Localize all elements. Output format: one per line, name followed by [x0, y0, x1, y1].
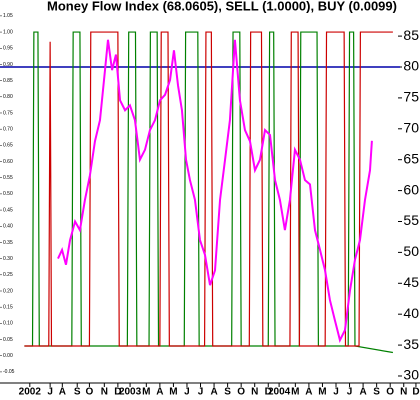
x-tick-label: 2003 — [119, 387, 142, 398]
y-tick-label: 0.65 — [3, 143, 13, 149]
series-line — [57, 39, 373, 343]
x-tick-label: N — [400, 387, 407, 398]
y2-tick-label: 85 — [403, 27, 419, 43]
x-tick-label: J — [47, 387, 53, 398]
y2-tick-label: 70 — [403, 119, 419, 135]
y-tick-label: -0.05 — [3, 369, 15, 375]
y-tick-label: 0.45 — [3, 207, 13, 213]
x-tick-label: M — [318, 387, 326, 398]
chart-title: Money Flow Index (68.0605), SELL (1.0000… — [47, 0, 397, 13]
y-tick-label: 0.75 — [3, 110, 13, 116]
x-tick-label: A — [156, 387, 163, 398]
y-tick-label: 0.55 — [3, 175, 13, 181]
y-tick-label: 0.15 — [3, 305, 13, 311]
y2-tick-label: 45 — [403, 274, 419, 290]
x-tick-label: O — [237, 387, 245, 398]
x-tick-label: J — [347, 387, 353, 398]
y2-tick-label: 75 — [403, 89, 419, 105]
y2-tick-label: 55 — [403, 212, 419, 228]
x-tick-label: M — [142, 387, 150, 398]
y-tick-label: 0.25 — [3, 272, 13, 278]
x-tick-label: J — [184, 387, 190, 398]
x-tick-label: J — [198, 387, 204, 398]
x-tick-label: 2002 — [19, 387, 42, 398]
x-tick-label: N — [251, 387, 258, 398]
x-tick-label: M — [169, 387, 177, 398]
x-tick-label: S — [224, 387, 231, 398]
y-tick-label: 0.30 — [3, 256, 13, 262]
x-tick-label: N — [101, 387, 108, 398]
x-tick-label: J — [333, 387, 339, 398]
y-tick-label: 0.20 — [3, 288, 13, 294]
x-tick-label: A — [59, 387, 66, 398]
y-tick-label: 1.00 — [3, 29, 13, 35]
y2-tick-label: 50 — [403, 243, 419, 259]
x-tick-label: D — [114, 387, 121, 398]
y-tick-label: 1.05 — [3, 13, 13, 19]
x-tick-label: O — [86, 387, 94, 398]
y-tick-label: 0.50 — [3, 191, 13, 197]
y-tick-label: 0.05 — [3, 337, 13, 343]
y2-tick-label: 80 — [403, 58, 419, 74]
x-tick-label: S — [373, 387, 380, 398]
x-tick-label: 2004 — [268, 387, 291, 398]
y-tick-label: 0.60 — [3, 159, 13, 165]
series-line — [24, 31, 394, 354]
x-tick-label: O — [386, 387, 394, 398]
y-tick-label: 0.70 — [3, 126, 13, 132]
y2-tick-label: 35 — [403, 336, 419, 352]
y-tick-label: 0.85 — [3, 78, 13, 84]
y-tick-label: 0.00 — [3, 353, 13, 359]
x-tick-label: D — [265, 387, 272, 398]
y-tick-label: 0.90 — [3, 62, 13, 68]
x-tick-label: A — [210, 387, 217, 398]
y-tick-label: 0.80 — [3, 94, 13, 100]
x-tick-label: D — [412, 387, 419, 398]
y2-tick-label: 40 — [403, 305, 419, 321]
series-line — [24, 31, 393, 347]
y-tick-label: 0.35 — [3, 240, 13, 246]
y2-tick-label: 60 — [403, 181, 419, 197]
y-tick-label: 0.40 — [3, 224, 13, 230]
y-tick-label: 0.10 — [3, 321, 13, 327]
x-tick-label: A — [359, 387, 366, 398]
y2-tick-label: 30 — [403, 367, 419, 383]
y-tick-label: 0.95 — [3, 46, 13, 52]
x-tick-label: M — [291, 387, 299, 398]
x-tick-label: S — [74, 387, 81, 398]
y2-tick-label: 65 — [403, 150, 419, 166]
x-tick-label: A — [305, 387, 312, 398]
